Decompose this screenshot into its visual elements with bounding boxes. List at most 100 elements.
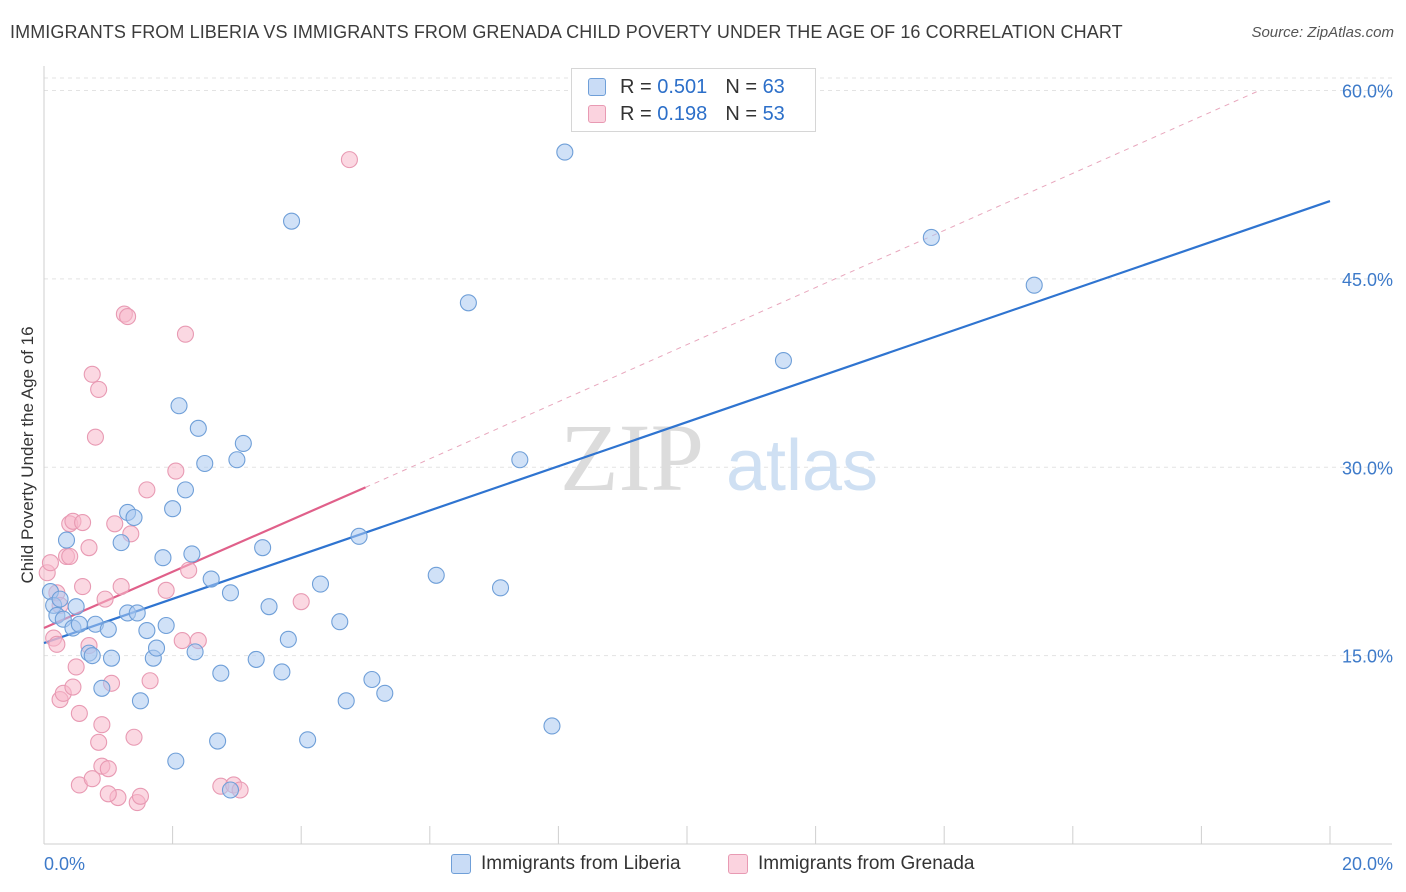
liberia-point — [51, 590, 69, 608]
liberia-point — [112, 534, 130, 552]
liberia-trend-line — [43, 200, 1331, 645]
grenada-point — [48, 635, 66, 653]
grenada-point — [83, 770, 101, 788]
liberia-point — [299, 731, 317, 749]
grenada-point — [96, 590, 114, 608]
grenada-point — [125, 728, 143, 746]
liberia-point — [202, 570, 220, 588]
grenada-legend-swatch — [728, 854, 748, 874]
liberia-point — [125, 508, 143, 527]
liberia-point — [93, 679, 111, 697]
y-tick-label: 15.0% — [1342, 647, 1393, 667]
liberia-point — [363, 670, 381, 689]
liberia-point — [170, 397, 188, 415]
grenada-point — [83, 365, 101, 383]
liberia-point — [102, 649, 121, 667]
liberia-point — [1025, 276, 1043, 294]
liberia-point — [283, 212, 301, 230]
grenada-point — [93, 716, 111, 734]
grenada-point — [176, 325, 195, 343]
liberia-point — [83, 647, 101, 665]
liberia-point — [196, 454, 214, 473]
tick-labels: 15.0% 30.0% 45.0% 60.0% 0.0% 20.0% — [44, 82, 1393, 874]
legend-n-label: N = — [725, 75, 757, 98]
y-tick-label: 60.0% — [1342, 82, 1393, 102]
liberia-point — [337, 692, 355, 710]
grenada-point — [80, 539, 98, 557]
y-axis-label: Child Poverty Under the Age of 16 — [18, 326, 37, 584]
grenada-point — [90, 733, 108, 751]
liberia-point — [99, 620, 117, 638]
grenada-swatch — [588, 105, 606, 123]
grenada-point — [86, 428, 104, 446]
liberia-point — [459, 294, 477, 312]
x-tick-label: 20.0% — [1342, 854, 1393, 874]
liberia-point — [167, 752, 185, 770]
liberia-swatch — [588, 78, 606, 96]
grenada-trend-line — [43, 486, 366, 630]
liberia-point — [186, 643, 204, 661]
bottom-legend-grenada: Immigrants from Grenada — [728, 851, 974, 877]
liberia-point — [221, 584, 240, 602]
y-tick-label: 30.0% — [1342, 458, 1393, 478]
grenada-point — [99, 785, 117, 803]
liberia-point — [128, 604, 146, 622]
grenada-point — [180, 561, 198, 579]
axes — [43, 66, 1392, 845]
watermark: ZIP atlas — [560, 404, 878, 511]
grenada-trend-extension — [365, 90, 1260, 488]
legend-row-grenada: R = 0.198 N = 53 — [588, 101, 785, 127]
liberia-point — [427, 566, 445, 584]
grenada-point — [138, 481, 156, 499]
grenada-point — [141, 672, 159, 690]
grenada-point — [131, 787, 149, 805]
data-points — [38, 143, 1043, 812]
grenada-point — [67, 658, 85, 676]
grenada-point — [64, 678, 82, 696]
liberia-point — [189, 419, 207, 437]
liberia-point — [176, 481, 195, 499]
grenada-point — [292, 593, 310, 611]
liberia-point — [279, 630, 297, 648]
grenada-point — [61, 547, 79, 565]
grenada-point — [106, 515, 124, 533]
liberia-point — [131, 692, 149, 710]
grenada-point — [173, 632, 191, 650]
grenada-point — [74, 513, 92, 532]
grenada-point — [90, 380, 108, 398]
trend-lines — [43, 90, 1331, 645]
grenada-point — [70, 704, 88, 722]
bottom-legend-liberia: Immigrants from Liberia — [451, 851, 681, 877]
grenada-point — [167, 462, 185, 480]
y-tick-label: 45.0% — [1342, 270, 1393, 290]
liberia-legend-swatch — [451, 854, 471, 874]
stats-legend: R = 0.501 N = 63 R = 0.198 N = 53 — [571, 68, 816, 132]
liberia-point — [376, 684, 394, 702]
liberia-point — [147, 639, 166, 657]
liberia-point — [154, 549, 172, 567]
grenada-point — [112, 578, 130, 596]
liberia-point — [212, 664, 230, 682]
watermark-atlas: atlas — [726, 426, 878, 506]
liberia-point — [157, 616, 175, 635]
legend-n-label: N = — [725, 102, 757, 125]
liberia-point — [350, 527, 368, 545]
liberia-point — [164, 500, 182, 518]
liberia-point — [234, 434, 252, 452]
chart-title: IMMIGRANTS FROM LIBERIA VS IMMIGRANTS FR… — [10, 22, 1123, 42]
liberia-point — [543, 717, 561, 735]
grenada-legend-label: Immigrants from Grenada — [758, 853, 975, 874]
grenada-point — [119, 308, 137, 326]
grenada-point — [340, 151, 358, 169]
source-label: Source: ZipAtlas.com — [1251, 24, 1394, 41]
liberia-legend-label: Immigrants from Liberia — [481, 853, 681, 874]
x-tick-label: 0.0% — [44, 854, 85, 874]
liberia-point — [247, 650, 265, 668]
liberia-point — [774, 351, 793, 370]
liberia-point — [67, 598, 85, 616]
legend-n-value-grenada: 53 — [762, 102, 785, 125]
liberia-point — [491, 579, 510, 597]
liberia-point — [260, 598, 278, 616]
liberia-point — [70, 615, 88, 633]
legend-r-label: R = — [620, 75, 652, 98]
